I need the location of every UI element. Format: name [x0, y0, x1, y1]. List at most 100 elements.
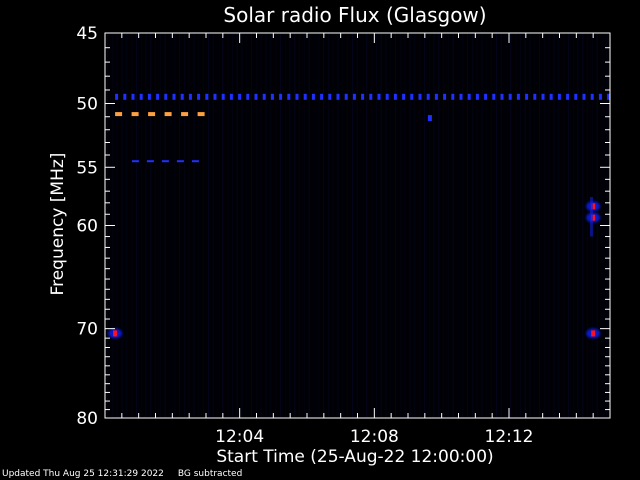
emission-dash: [475, 93, 479, 100]
emission-dash: [549, 93, 553, 100]
noise-column: [356, 33, 358, 418]
noise-column: [246, 33, 248, 418]
noise-column: [188, 33, 190, 418]
noise-column: [419, 33, 421, 418]
noise-column: [279, 33, 281, 418]
noise-column: [529, 33, 531, 418]
noise-column: [361, 33, 363, 418]
noise-column: [438, 33, 440, 418]
emission-dash: [352, 93, 356, 100]
noise-column: [524, 33, 526, 418]
noise-column: [284, 33, 286, 418]
x-tick-label: 12:08: [350, 427, 399, 447]
emission-dash: [320, 93, 324, 100]
noise-column: [519, 33, 521, 418]
noise-column: [227, 33, 229, 418]
noise-column: [481, 33, 483, 418]
noise-column: [265, 33, 267, 418]
emission-dash: [525, 93, 529, 100]
noise-column: [515, 33, 517, 418]
noise-column: [337, 33, 339, 418]
emission-spot: [591, 203, 596, 210]
noise-column: [476, 33, 478, 418]
noise-column: [260, 33, 262, 418]
noise-column: [443, 33, 445, 418]
noise-column: [553, 33, 555, 418]
emission-dash: [161, 160, 169, 163]
noise-column: [500, 33, 502, 418]
noise-column: [399, 33, 401, 418]
emission-dash: [229, 93, 233, 100]
emission-dash: [508, 93, 512, 100]
emission-dash: [402, 93, 406, 100]
emission-dash: [582, 93, 586, 100]
noise-column: [582, 33, 584, 418]
emission-dash: [172, 93, 176, 100]
emission-spot: [591, 330, 596, 337]
burst-column: [589, 197, 593, 237]
noise-column: [371, 33, 373, 418]
noise-column: [318, 33, 320, 418]
emission-dash: [426, 93, 430, 100]
emission-dash: [147, 93, 151, 100]
emission-dash: [393, 93, 397, 100]
noise-column: [404, 33, 406, 418]
noise-column: [452, 33, 454, 418]
noise-column: [572, 33, 574, 418]
emission-dash: [213, 93, 217, 100]
emission-dash: [607, 93, 611, 100]
emission-dash: [303, 93, 307, 100]
emission-dash: [361, 93, 365, 100]
emission-dash: [164, 112, 172, 117]
y-tick-label: 80: [76, 409, 98, 429]
noise-column: [505, 33, 507, 418]
chart-title: Solar radio Flux (Glasgow): [223, 3, 486, 27]
emission-dash: [541, 93, 545, 100]
noise-column: [587, 33, 589, 418]
emission-dash: [270, 93, 274, 100]
noise-column: [303, 33, 305, 418]
emission-dash: [188, 93, 192, 100]
noise-column: [179, 33, 181, 418]
noise-column: [395, 33, 397, 418]
plot-area: [105, 33, 611, 418]
emission-spot: [113, 330, 118, 337]
noise-column: [131, 33, 133, 418]
emission-dash: [181, 112, 189, 117]
noise-column: [462, 33, 464, 418]
axes: 45 50 55 60 70 80 12:04 12:08 12:12: [76, 24, 611, 447]
updated-timestamp: Updated Thu Aug 25 12:31:29 2022: [2, 469, 164, 479]
emission-dash: [311, 93, 315, 100]
emission-dash: [205, 93, 209, 100]
footer: Updated Thu Aug 25 12:31:29 2022 BG subtr…: [2, 469, 256, 479]
emission-dash: [369, 93, 373, 100]
noise-column: [275, 33, 277, 418]
noise-column: [207, 33, 209, 418]
noise-column: [150, 33, 152, 418]
emission-dash: [131, 112, 139, 117]
noise-column: [222, 33, 224, 418]
emission-dash: [484, 93, 488, 100]
emission-dash: [197, 93, 201, 100]
noise-column: [308, 33, 310, 418]
noise-column: [140, 33, 142, 418]
y-tick-label: 60: [76, 217, 98, 237]
noise-column: [299, 33, 301, 418]
noise-column: [351, 33, 353, 418]
emission-dash: [557, 93, 561, 100]
y-axis-label: Frequency [MHz]: [48, 153, 68, 296]
emission-dash: [115, 93, 119, 100]
emission-spot: [591, 214, 596, 221]
emission-dash: [279, 93, 283, 100]
emission-dash: [156, 93, 160, 100]
emission-spot: [427, 115, 432, 122]
emission-dash: [238, 93, 242, 100]
noise-column: [563, 33, 565, 418]
noise-column: [164, 33, 166, 418]
emission-dash: [443, 93, 447, 100]
noise-column: [558, 33, 560, 418]
noise-column: [534, 33, 536, 418]
noise-column: [217, 33, 219, 418]
emission-dash: [336, 93, 340, 100]
noise-column: [198, 33, 200, 418]
